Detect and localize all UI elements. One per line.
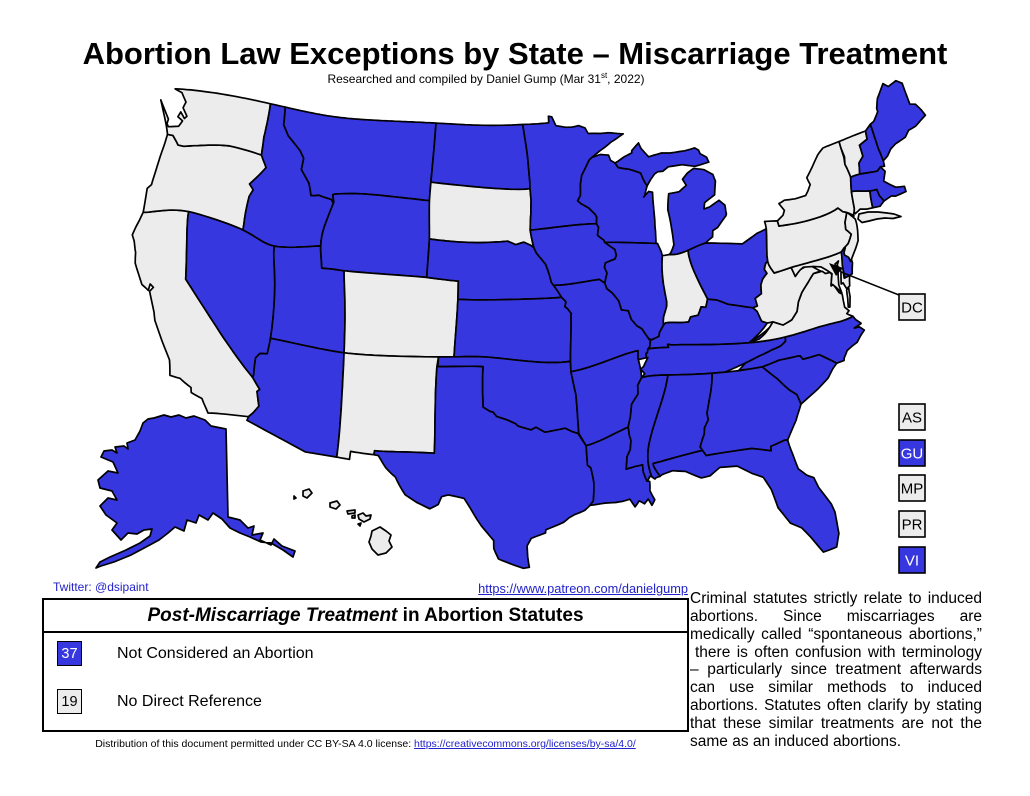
svg-text:PR: PR xyxy=(902,517,923,534)
svg-text:MP: MP xyxy=(901,481,924,498)
svg-text:AS: AS xyxy=(902,410,922,427)
svg-text:DC: DC xyxy=(901,300,923,317)
svg-text:GU: GU xyxy=(901,446,924,463)
svg-text:VI: VI xyxy=(905,553,919,570)
